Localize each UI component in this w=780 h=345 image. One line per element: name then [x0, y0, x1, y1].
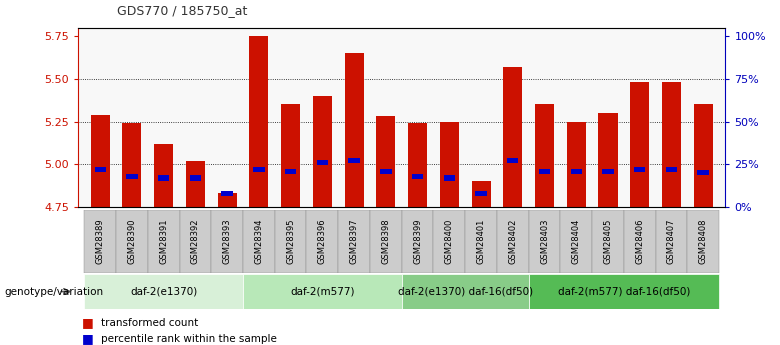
Bar: [503, 67, 523, 207]
Bar: [444, 175, 455, 180]
Text: GSM28397: GSM28397: [349, 219, 359, 264]
Bar: [116, 210, 148, 273]
Text: GSM28401: GSM28401: [477, 219, 485, 264]
Bar: [307, 210, 339, 273]
Bar: [570, 169, 582, 174]
Bar: [84, 274, 243, 309]
Bar: [222, 191, 233, 196]
Bar: [90, 115, 110, 207]
Bar: [349, 158, 360, 164]
Bar: [243, 274, 402, 309]
Bar: [339, 210, 370, 273]
Bar: [624, 210, 655, 273]
Bar: [376, 117, 395, 207]
Text: GSM28405: GSM28405: [604, 219, 612, 264]
Bar: [655, 210, 687, 273]
Bar: [634, 167, 645, 172]
Text: GSM28402: GSM28402: [509, 219, 517, 264]
Text: GSM28398: GSM28398: [381, 219, 390, 264]
Text: daf-2(e1370): daf-2(e1370): [130, 287, 197, 296]
Text: GSM28408: GSM28408: [699, 219, 707, 264]
Bar: [345, 53, 363, 207]
Bar: [154, 144, 173, 207]
Bar: [402, 274, 529, 309]
Bar: [148, 210, 179, 273]
Bar: [472, 181, 491, 207]
Bar: [313, 96, 332, 207]
Bar: [687, 210, 719, 273]
Bar: [497, 210, 529, 273]
Bar: [94, 167, 106, 172]
Bar: [254, 167, 264, 172]
Bar: [662, 82, 681, 207]
Bar: [598, 113, 618, 207]
Text: GSM28396: GSM28396: [318, 219, 327, 264]
Bar: [281, 105, 300, 207]
Bar: [285, 169, 296, 174]
Bar: [122, 123, 141, 207]
Text: GSM28391: GSM28391: [159, 219, 168, 264]
Bar: [380, 169, 392, 174]
Text: GSM28407: GSM28407: [667, 219, 676, 264]
Bar: [218, 193, 236, 207]
Bar: [84, 210, 116, 273]
Text: daf-2(m577) daf-16(df50): daf-2(m577) daf-16(df50): [558, 287, 690, 296]
Bar: [529, 274, 719, 309]
Bar: [507, 158, 519, 164]
Bar: [158, 175, 169, 180]
Bar: [275, 210, 307, 273]
Bar: [126, 174, 137, 179]
Text: GSM28400: GSM28400: [445, 219, 454, 264]
Bar: [402, 210, 434, 273]
Text: percentile rank within the sample: percentile rank within the sample: [101, 334, 277, 344]
Bar: [535, 105, 554, 207]
Text: GSM28404: GSM28404: [572, 219, 581, 264]
Bar: [592, 210, 624, 273]
Bar: [602, 169, 614, 174]
Text: daf-2(e1370) daf-16(df50): daf-2(e1370) daf-16(df50): [398, 287, 533, 296]
Bar: [190, 175, 201, 180]
Bar: [408, 123, 427, 207]
Text: GDS770 / 185750_at: GDS770 / 185750_at: [117, 4, 247, 17]
Text: GSM28392: GSM28392: [191, 219, 200, 264]
Bar: [697, 170, 709, 175]
Text: transformed count: transformed count: [101, 318, 199, 327]
Bar: [250, 36, 268, 207]
Bar: [211, 210, 243, 273]
Bar: [186, 161, 205, 207]
Bar: [440, 121, 459, 207]
Text: GSM28406: GSM28406: [635, 219, 644, 264]
Text: GSM28394: GSM28394: [254, 219, 264, 264]
Text: GSM28395: GSM28395: [286, 219, 295, 264]
Text: GSM28403: GSM28403: [540, 219, 549, 264]
Bar: [560, 210, 592, 273]
Bar: [567, 121, 586, 207]
Bar: [317, 160, 328, 165]
Bar: [529, 210, 560, 273]
Bar: [434, 210, 465, 273]
Text: GSM28393: GSM28393: [222, 219, 232, 264]
Text: genotype/variation: genotype/variation: [4, 287, 103, 296]
Bar: [412, 174, 424, 179]
Bar: [539, 169, 550, 174]
Bar: [370, 210, 402, 273]
Text: daf-2(m577): daf-2(m577): [290, 287, 355, 296]
Bar: [179, 210, 211, 273]
Text: GSM28390: GSM28390: [127, 219, 136, 264]
Bar: [475, 191, 487, 196]
Bar: [465, 210, 497, 273]
Bar: [666, 167, 677, 172]
Text: GSM28389: GSM28389: [96, 219, 105, 264]
Text: ■: ■: [82, 332, 94, 345]
Bar: [243, 210, 275, 273]
Text: GSM28399: GSM28399: [413, 219, 422, 264]
Bar: [693, 105, 713, 207]
Bar: [630, 82, 649, 207]
Text: ■: ■: [82, 316, 94, 329]
